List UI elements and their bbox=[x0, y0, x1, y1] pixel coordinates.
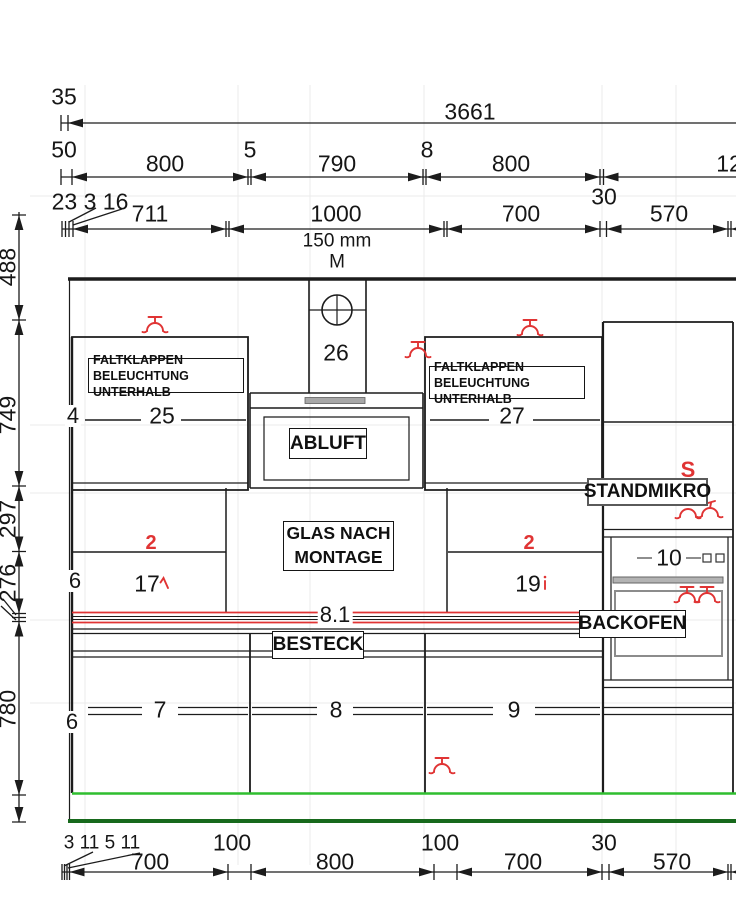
power-outlet-icons bbox=[141, 316, 724, 775]
note-line: BELEUCHTUNG UNTERHALB bbox=[434, 375, 530, 406]
red-tick-mark bbox=[543, 575, 547, 579]
power-outlet-icon bbox=[516, 319, 544, 337]
power-outlet-icon bbox=[673, 586, 701, 604]
oven-controls bbox=[702, 553, 725, 563]
label-backofen: BACKOFEN bbox=[579, 610, 686, 638]
wall-and-cabinet-lines bbox=[68, 277, 736, 820]
label-besteck: BESTECK bbox=[272, 631, 364, 659]
note-faltklappen-right: FALTKLAPPEN BELEUCHTUNG UNTERHALB bbox=[429, 360, 585, 406]
hood-slot bbox=[304, 397, 366, 404]
power-outlet-icon bbox=[693, 586, 721, 604]
label-text: BESTECK bbox=[272, 634, 364, 655]
dimension-arrows bbox=[14, 118, 736, 877]
power-outlet-icon bbox=[428, 757, 456, 775]
grid-lines bbox=[30, 85, 736, 865]
power-outlet-icon bbox=[404, 341, 432, 359]
label-text: BACKOFEN bbox=[578, 613, 687, 634]
floor-lines bbox=[68, 792, 736, 823]
countertop-lines bbox=[72, 611, 603, 624]
label-text: MONTAGE bbox=[294, 547, 383, 567]
label-text: ABLUFT bbox=[290, 432, 366, 454]
note-faltklappen-left: FALTKLAPPEN BELEUCHTUNG UNTERHALB bbox=[88, 353, 244, 399]
power-outlet-icon bbox=[141, 316, 169, 334]
label-text: STANDMIKRO bbox=[583, 481, 712, 502]
note-line: FALTKLAPPEN bbox=[93, 352, 184, 367]
oven-handle bbox=[612, 576, 724, 584]
label-abluft: ABLUFT bbox=[289, 428, 367, 459]
label-glas-nach-montage: GLAS NACH MONTAGE bbox=[283, 521, 394, 571]
note-line: BELEUCHTUNG UNTERHALB bbox=[93, 368, 189, 399]
red-tick-mark bbox=[159, 576, 169, 589]
label-standmikro: STANDMIKRO bbox=[583, 478, 712, 506]
label-text: GLAS NACH bbox=[286, 523, 391, 544]
note-line: FALTKLAPPEN bbox=[434, 359, 525, 374]
